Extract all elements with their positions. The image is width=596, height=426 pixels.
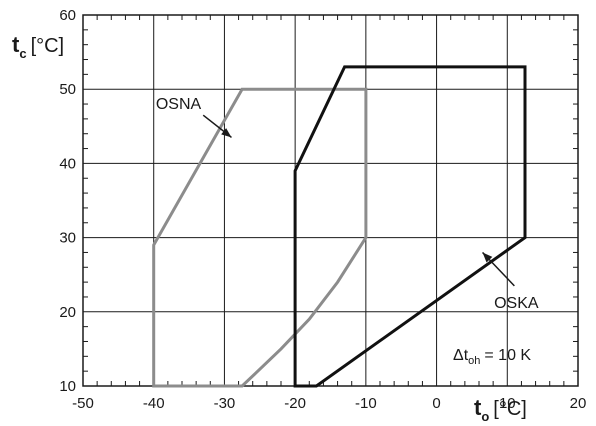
x-tick-label: -20 — [284, 395, 306, 412]
y-tick-label: 50 — [59, 81, 76, 98]
y-tick-label: 10 — [59, 378, 76, 395]
series-oska-outline — [293, 65, 527, 388]
y-tick-label: 40 — [59, 155, 76, 172]
y-tick-label: 20 — [59, 304, 76, 321]
x-tick-label: -30 — [214, 395, 236, 412]
y-axis-title: tc [°C] — [12, 32, 64, 61]
series-osna-outline — [152, 87, 368, 388]
condition-annotation: Δtoh = 10 K — [453, 347, 531, 367]
plot-frame — [82, 14, 579, 387]
series-label-oska: OSKA — [494, 295, 539, 312]
series-label-osna: OSNA — [156, 96, 202, 113]
annotation-arrow-head — [221, 128, 232, 138]
y-tick-label: 30 — [59, 230, 76, 247]
y-tick-labels: 10 20 30 40 50 60 — [59, 7, 76, 395]
series-labels: OSNA OSKA — [156, 96, 539, 312]
annotation-arrows — [202, 114, 515, 287]
x-tick-label: 10 — [499, 395, 516, 412]
x-tick-label: 0 — [432, 395, 440, 412]
minor-ticks — [83, 15, 578, 386]
y-tick-label: 60 — [59, 7, 76, 24]
x-tick-label: -10 — [355, 395, 377, 412]
series-group — [152, 65, 527, 388]
x-tick-label: 20 — [570, 395, 587, 412]
annotation-arrow-head — [482, 252, 493, 263]
x-tick-label: -40 — [143, 395, 165, 412]
x-tick-labels: -50 -40 -30 -20 -10 0 10 20 — [72, 395, 586, 412]
x-tick-label: -50 — [72, 395, 94, 412]
x-axis-title: to [°C] — [474, 395, 527, 424]
